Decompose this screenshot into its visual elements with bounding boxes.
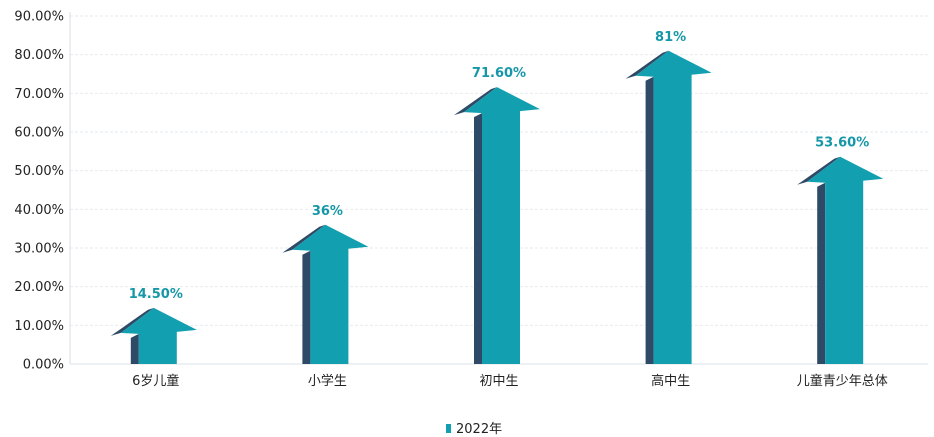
arrow-head-side: [625, 50, 669, 79]
arrow-head-side: [454, 87, 497, 116]
arrow-bar: [635, 50, 712, 365]
x-category-label: 小学生: [308, 373, 347, 389]
legend-marker: [446, 424, 451, 433]
legend[interactable]: 2022年: [446, 422, 502, 437]
y-tick-label: 10.00%: [14, 319, 64, 334]
arrow-bar: [807, 156, 884, 364]
arrow-side: [817, 182, 826, 364]
y-tick-label: 60.00%: [14, 126, 64, 141]
bars: [110, 50, 884, 365]
arrow-side: [302, 250, 311, 364]
arrow-side: [474, 113, 482, 364]
x-category-label: 初中生: [479, 374, 518, 389]
arrow-head-side: [110, 307, 154, 336]
arrow-side: [645, 76, 654, 365]
y-tick-label: 70.00%: [14, 87, 64, 102]
legend-label: 2022年: [456, 422, 502, 437]
y-tick-label: 30.00%: [14, 242, 64, 257]
data-label: 81%: [655, 30, 686, 45]
data-label: 71.60%: [472, 66, 526, 81]
y-tick-label: 50.00%: [14, 164, 64, 179]
arrow-head-side: [282, 224, 326, 253]
y-tick-label: 0.00%: [23, 358, 64, 373]
arrow-bar: [292, 224, 369, 364]
arrow-head-side: [797, 156, 841, 185]
arrow-side: [130, 333, 139, 364]
arrow-bar: [120, 307, 197, 364]
data-label: 53.60%: [815, 136, 869, 151]
y-tick-label: 20.00%: [14, 280, 64, 295]
x-category-label: 高中生: [651, 373, 690, 389]
data-label: 36%: [312, 204, 343, 219]
data-labels: 14.50% 36% 71.60% 81% 53.60%: [129, 30, 870, 302]
y-tick-label: 80.00%: [14, 48, 64, 63]
x-category-label: 儿童青少年总体: [797, 373, 888, 389]
y-tick-label: 40.00%: [14, 203, 64, 218]
x-category-label: 6岁儿童: [132, 373, 179, 389]
y-axis: 0.00% 10.00% 20.00% 30.00% 40.00% 50.00% 60.00…: [14, 10, 928, 373]
y-tick-label: 90.00%: [14, 10, 64, 25]
data-label: 14.50%: [129, 287, 183, 302]
x-axis-categories: 6岁儿童 小学生 初中生 高中生 儿童青少年总体: [132, 373, 888, 389]
arrow-bar: [464, 87, 540, 364]
gridlines: [70, 15, 928, 365]
